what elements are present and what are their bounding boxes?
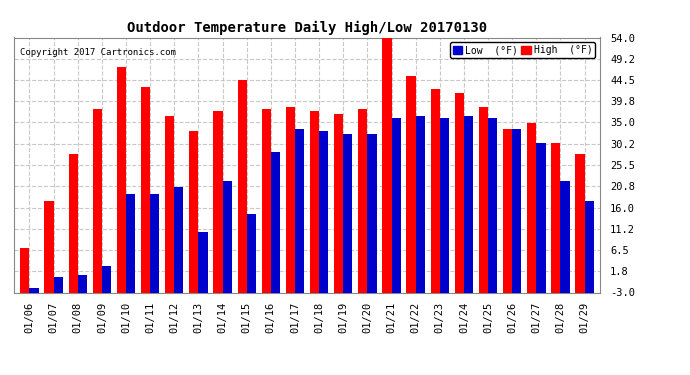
Bar [551, 142, 560, 292]
Bar [584, 201, 594, 292]
Bar [382, 38, 391, 292]
Bar [575, 154, 584, 292]
Bar [271, 152, 280, 292]
Bar [560, 181, 570, 292]
Bar [286, 107, 295, 292]
Bar [319, 132, 328, 292]
Bar [391, 118, 401, 292]
Bar [141, 87, 150, 292]
Bar [536, 142, 546, 292]
Bar [189, 132, 199, 292]
Bar [92, 109, 102, 292]
Bar [479, 107, 488, 292]
Bar [30, 288, 39, 292]
Bar [68, 154, 78, 292]
Bar [343, 134, 353, 292]
Bar [503, 129, 512, 292]
Bar [175, 188, 184, 292]
Bar [165, 116, 175, 292]
Bar [223, 181, 232, 292]
Bar [20, 248, 30, 292]
Bar [440, 118, 449, 292]
Bar [455, 93, 464, 292]
Bar [488, 118, 497, 292]
Bar [199, 232, 208, 292]
Bar [367, 134, 377, 292]
Bar [237, 80, 247, 292]
Bar [334, 114, 343, 292]
Bar [464, 116, 473, 292]
Bar [150, 194, 159, 292]
Bar [117, 67, 126, 292]
Bar [310, 111, 319, 292]
Bar [213, 111, 223, 292]
Text: Copyright 2017 Cartronics.com: Copyright 2017 Cartronics.com [19, 48, 175, 57]
Legend: Low  (°F), High  (°F): Low (°F), High (°F) [450, 42, 595, 58]
Bar [295, 129, 304, 292]
Bar [102, 266, 111, 292]
Bar [262, 109, 271, 292]
Bar [415, 116, 425, 292]
Bar [358, 109, 367, 292]
Bar [54, 277, 63, 292]
Bar [406, 75, 415, 292]
Bar [512, 129, 522, 292]
Bar [78, 274, 87, 292]
Bar [527, 123, 536, 292]
Bar [431, 89, 440, 292]
Title: Outdoor Temperature Daily High/Low 20170130: Outdoor Temperature Daily High/Low 20170… [127, 21, 487, 35]
Bar [247, 214, 256, 292]
Bar [126, 194, 135, 292]
Bar [44, 201, 54, 292]
